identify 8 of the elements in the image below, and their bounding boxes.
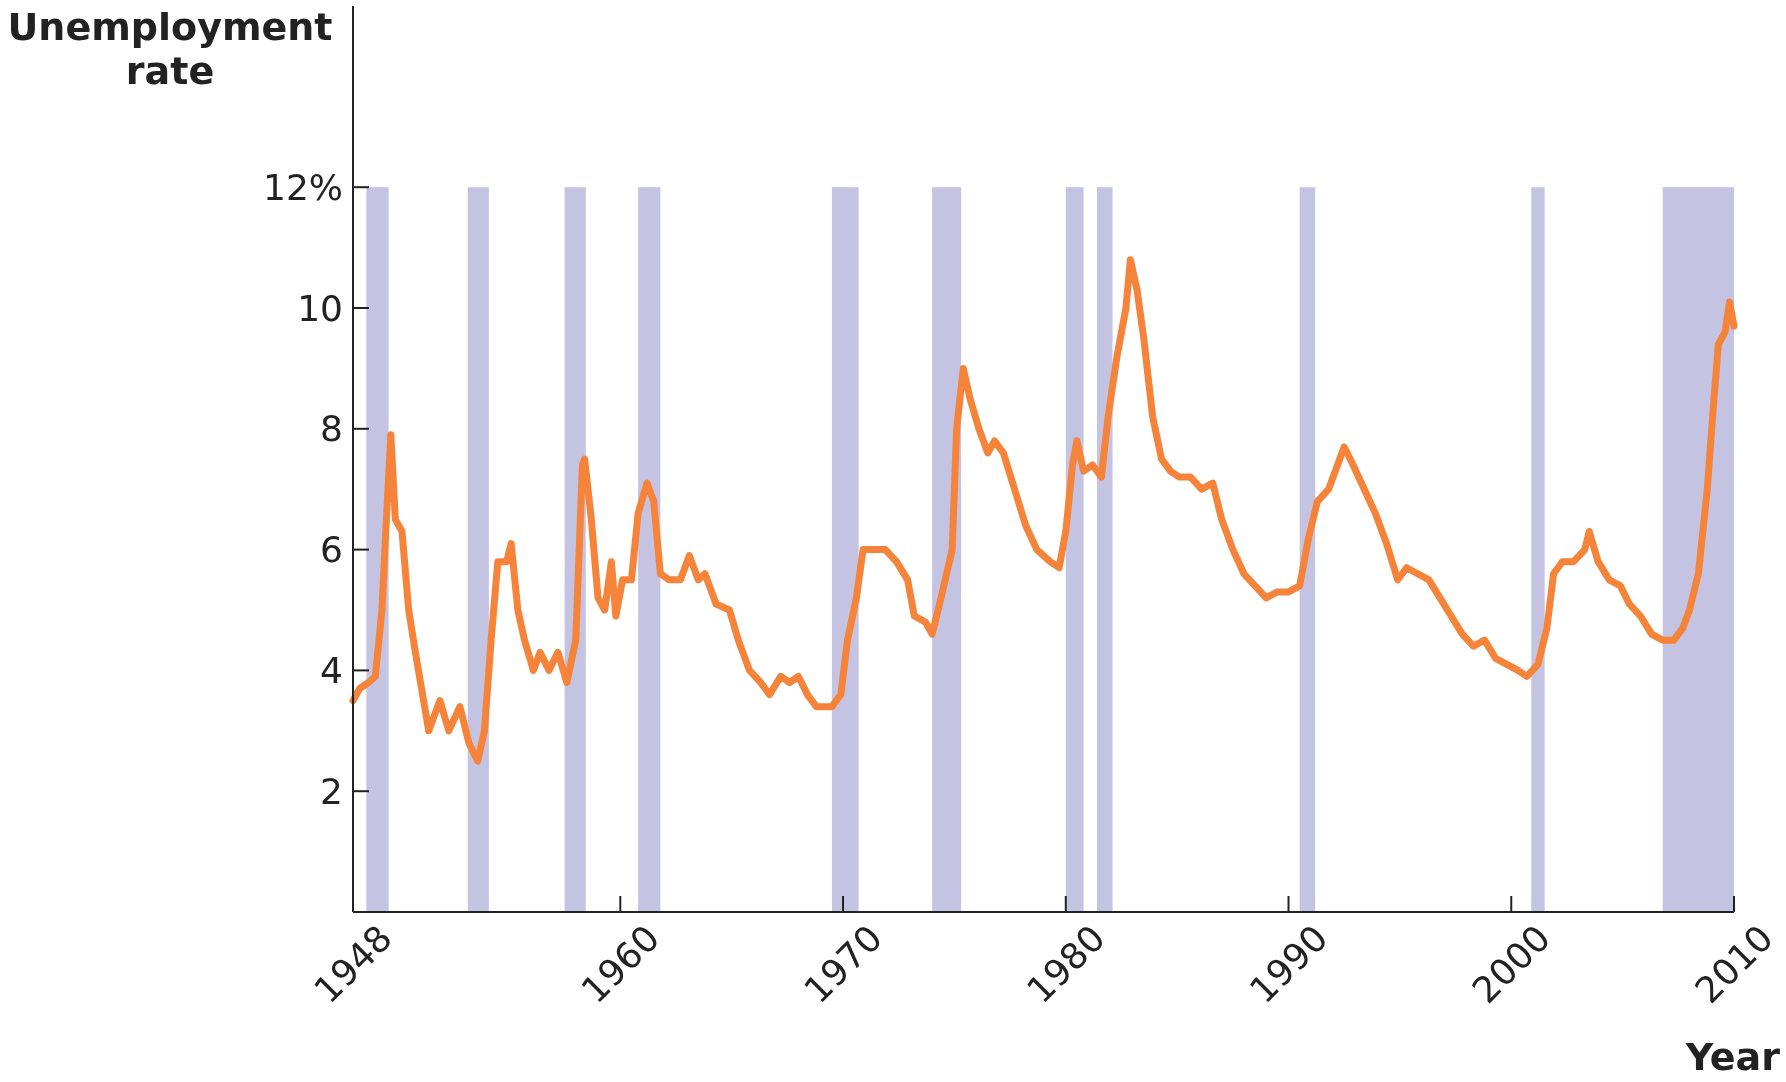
- y-tick-label: 12%: [262, 166, 343, 208]
- y-axis-title: Unemployment rate: [7, 5, 333, 93]
- y-tick-label: 4: [320, 650, 343, 691]
- y-tick-label: 2: [320, 770, 343, 812]
- y-tick-label: 10: [297, 287, 343, 329]
- y-tick-label: 8: [320, 408, 343, 450]
- x-axis-title: Year: [1684, 1035, 1781, 1079]
- y-tick-label: 6: [320, 529, 343, 571]
